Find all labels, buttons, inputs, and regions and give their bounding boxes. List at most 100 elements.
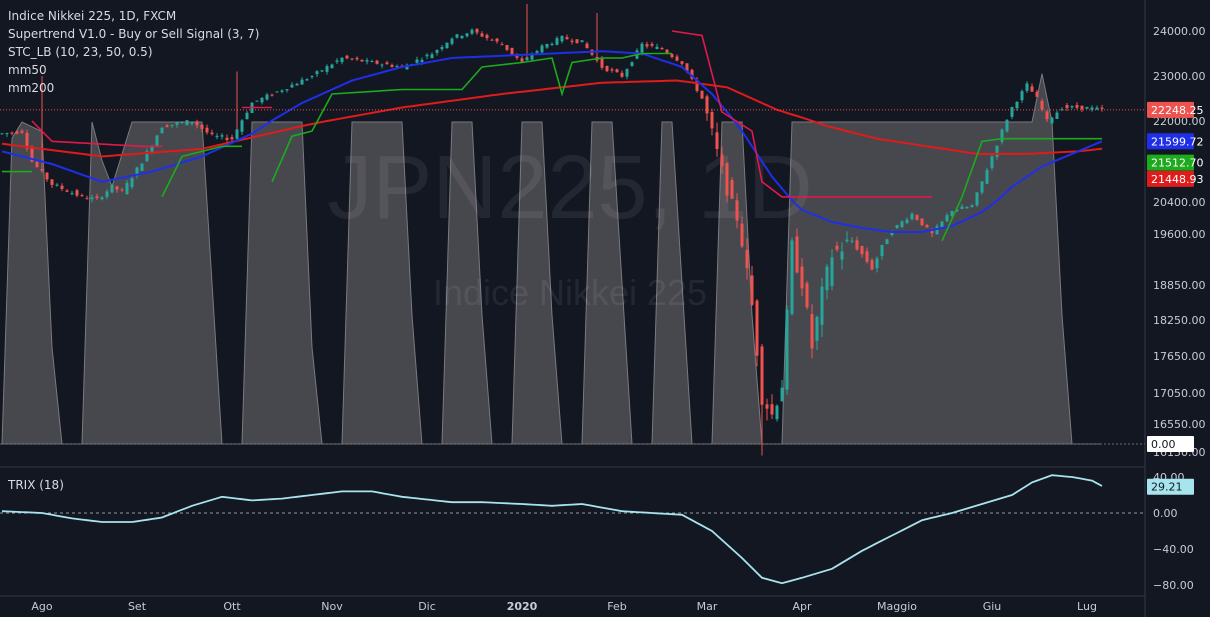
candle [910, 212, 914, 221]
trix-legend[interactable]: TRIX (18) [8, 478, 64, 492]
candle [120, 187, 124, 192]
candle-body [45, 172, 49, 180]
candle [370, 59, 374, 63]
candle [835, 241, 839, 252]
candle-body [395, 66, 399, 68]
candle-body [830, 257, 834, 286]
candle [115, 186, 119, 193]
price-tick-label: 17050.00 [1153, 387, 1206, 400]
tag-last-price-bg [1147, 101, 1194, 118]
candle [380, 63, 384, 69]
tag-supertrend-bg [1147, 154, 1194, 171]
time-tick-label: Giu [983, 600, 1002, 613]
candle-body [240, 120, 244, 132]
candle [175, 121, 179, 128]
candle-body [1090, 107, 1094, 110]
candle-body [810, 313, 814, 349]
candle-body [315, 71, 319, 75]
trix-tick-label: 0.00 [1153, 507, 1178, 520]
candle-body [135, 167, 139, 176]
candle [925, 223, 929, 228]
candle-body [690, 69, 694, 79]
candle [145, 148, 149, 162]
candle-body [280, 90, 284, 92]
candle [130, 175, 134, 190]
legend-mm50[interactable]: mm50 [8, 63, 47, 77]
candle-body [1040, 100, 1044, 110]
candle [790, 237, 794, 316]
candle-body [10, 132, 14, 134]
candle-body [150, 145, 154, 153]
candle-body [295, 83, 299, 86]
candle-body [105, 191, 109, 197]
legend-stc[interactable]: STC_LB (10, 23, 50, 0.5) [8, 45, 153, 59]
watermark-name: Indice Nikkei 225 [433, 272, 707, 313]
candle [55, 183, 59, 187]
candle [920, 218, 924, 226]
time-axis[interactable]: Ago Set Ott Nov Dic 2020 Feb Mar Apr Maggio Giu Lug [31, 600, 1097, 613]
candle-body [385, 62, 389, 65]
candle [1015, 101, 1019, 111]
candle-body [975, 192, 979, 206]
candle [740, 216, 744, 249]
candle [330, 63, 334, 69]
candle-body [445, 42, 449, 49]
candle [850, 237, 854, 244]
candle [315, 70, 319, 77]
candle [655, 43, 659, 50]
legend-supertrend[interactable]: Supertrend V1.0 - Buy or Sell Signal (3,… [8, 27, 260, 41]
candle-body [995, 145, 999, 157]
candle [1050, 117, 1054, 126]
candle [880, 244, 884, 260]
candle [1005, 119, 1009, 133]
candle-body [125, 182, 129, 194]
candle-body [560, 35, 564, 42]
candle [905, 217, 909, 225]
candle [975, 192, 979, 208]
candle-body [950, 210, 954, 216]
candle-body [1055, 112, 1059, 119]
candle [1035, 89, 1039, 98]
candle-body [80, 195, 84, 197]
legend-title[interactable]: Indice Nikkei 225, 1D, FXCM [8, 9, 177, 23]
candle-body [855, 240, 859, 250]
candle-body [1045, 111, 1049, 120]
candle-body [850, 240, 854, 242]
candle-body [805, 283, 809, 308]
time-tick-label: Lug [1077, 600, 1097, 613]
candle [1030, 83, 1034, 92]
candle [1040, 98, 1044, 112]
candle-body [1070, 106, 1074, 108]
candle-body [30, 148, 34, 162]
candle [430, 52, 434, 59]
candle [840, 242, 844, 270]
candle-body [790, 240, 794, 314]
candle-body [110, 184, 114, 193]
candle-body [990, 156, 994, 168]
candle-body [330, 64, 334, 69]
candle [70, 190, 74, 196]
candle-body [615, 69, 619, 73]
candle-body [860, 246, 864, 255]
candle [750, 265, 754, 307]
candle-body [1050, 117, 1054, 124]
candle-body [1000, 129, 1004, 142]
candle [25, 129, 29, 152]
candle-body [660, 48, 664, 50]
candle [770, 394, 774, 420]
candle [95, 193, 99, 201]
candle [210, 129, 214, 136]
tag-mm200: 21448.93 [1147, 170, 1204, 187]
candle [875, 256, 879, 273]
candle-body [825, 266, 829, 291]
candle [50, 179, 54, 189]
tag-supertrend: 21512.70 [1147, 154, 1204, 171]
candle-body [455, 34, 459, 38]
legend-mm200[interactable]: mm200 [8, 81, 55, 95]
candle [1095, 105, 1099, 111]
supertrend-down-segment [671, 30, 932, 198]
candle [320, 70, 324, 73]
candle [355, 56, 359, 61]
tag-trix-text: 29.21 [1151, 481, 1183, 494]
